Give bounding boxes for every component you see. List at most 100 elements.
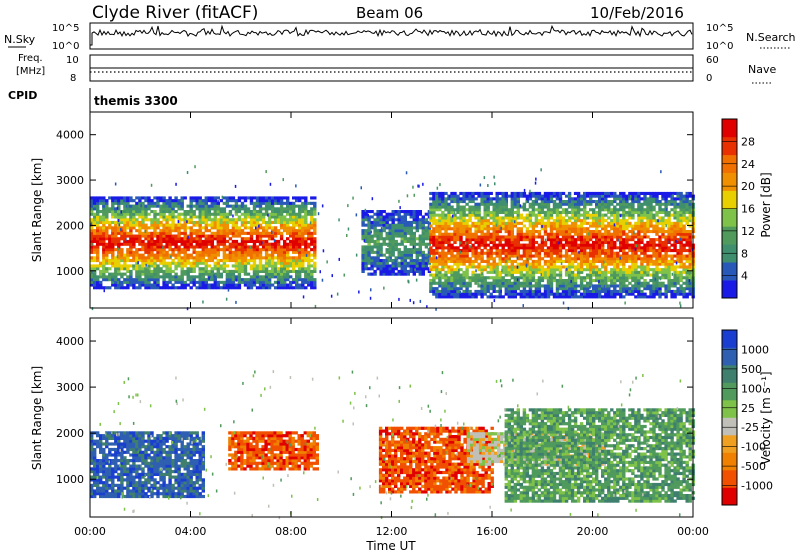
heatmap-cell (391, 229, 395, 233)
heatmap-cell (486, 270, 490, 274)
heatmap-cell (379, 231, 383, 235)
heatmap-cell (637, 289, 641, 293)
heatmap-cell (264, 261, 269, 265)
heatmap-cell (270, 204, 275, 208)
heatmap-cell (558, 281, 563, 285)
heatmap-cell (595, 268, 599, 272)
heatmap-cell (492, 230, 496, 234)
heatmap-cell (279, 220, 284, 224)
heatmap-cell (150, 256, 154, 260)
heatmap-cell (516, 194, 520, 198)
heatmap-cell (558, 257, 563, 261)
heatmap-cell (138, 242, 142, 246)
heatmap-cell (522, 219, 527, 223)
heatmap-cell (483, 246, 487, 250)
heatmap-cell (456, 265, 460, 269)
heatmap-cell (549, 287, 554, 291)
heatmap-cell (489, 202, 493, 206)
heatmap-cell (453, 281, 457, 285)
heatmap-cell (93, 239, 97, 243)
heatmap-cell (655, 281, 659, 285)
heatmap-cell (495, 230, 499, 234)
heatmap-cell (453, 292, 457, 296)
heatmap-cell (162, 201, 166, 205)
heatmap-cell (519, 194, 523, 198)
heatmap-cell (177, 212, 181, 216)
heatmap-cell (468, 238, 472, 242)
heatmap-cell (528, 270, 533, 274)
heatmap-cell (195, 242, 199, 246)
heatmap-cell (180, 204, 184, 208)
heatmap-cell (180, 226, 184, 230)
heatmap-cell (261, 218, 266, 222)
heatmap-cell (231, 272, 236, 276)
heatmap-cell (289, 234, 293, 238)
heatmap-cell (607, 251, 611, 255)
heatmap-cell (237, 234, 242, 238)
heatmap-cell (438, 292, 442, 296)
heatmap-cell (150, 231, 154, 235)
heatmap-cell (204, 212, 208, 216)
heatmap-cell (135, 267, 139, 271)
heatmap-cell (105, 231, 109, 235)
heatmap-cell (438, 257, 442, 261)
heatmap-cell (495, 295, 499, 299)
heatmap-cell (477, 202, 481, 206)
heatmap-cell (592, 251, 596, 255)
heatmap-cell (465, 213, 469, 217)
heatmap-cell (204, 204, 208, 208)
heatmap-cell (483, 194, 487, 198)
heatmap-cell (646, 273, 650, 277)
heatmap-cell (652, 284, 656, 288)
heatmap-cell (258, 259, 263, 263)
heatmap-cell (558, 259, 563, 263)
heatmap-cell (304, 248, 308, 252)
heatmap-cell (438, 224, 442, 228)
heatmap-cell (117, 283, 121, 287)
heatmap-cell (304, 267, 308, 271)
heatmap-cell (489, 240, 493, 244)
heatmap-cell (625, 276, 629, 280)
heatmap-cell (456, 287, 460, 291)
heatmap-cell (456, 227, 460, 231)
heatmap-cell (540, 270, 545, 274)
heatmap-cell (438, 246, 442, 250)
heatmap-cell (313, 212, 317, 216)
heatmap-cell (195, 223, 199, 227)
heatmap-cell (243, 204, 248, 208)
heatmap-cell (495, 227, 499, 231)
heatmap-cell (177, 261, 181, 265)
heatmap-cell (370, 220, 374, 224)
heatmap-cell (610, 213, 614, 217)
heatmap-cell (586, 227, 590, 231)
heatmap-cell (640, 219, 644, 223)
heatmap-cell (204, 259, 208, 263)
heatmap-cell (447, 279, 451, 283)
heatmap-cell (483, 276, 487, 280)
heatmap-cell (525, 262, 530, 266)
heatmap-cell (126, 239, 130, 243)
heatmap-cell (147, 245, 151, 249)
heatmap-cell (198, 207, 202, 211)
heatmap-cell (498, 295, 502, 299)
heatmap-cell (619, 224, 623, 228)
heatmap-cell (276, 201, 281, 205)
heatmap-cell (361, 267, 365, 271)
heatmap-cell (264, 272, 269, 276)
heatmap-cell (589, 254, 593, 258)
heatmap-cell (558, 205, 563, 209)
heatmap-cell (174, 253, 178, 257)
heatmap-cell (622, 219, 626, 223)
heatmap-cell (292, 278, 296, 282)
heatmap-cell (289, 259, 293, 263)
heatmap-cell (453, 213, 457, 217)
heatmap-cell (213, 196, 217, 200)
heatmap-cell (480, 194, 484, 198)
heatmap-cell (622, 232, 626, 236)
heatmap-cell (114, 264, 118, 268)
heatmap-cell (382, 223, 386, 227)
heatmap-cell (601, 197, 605, 201)
heatmap-cell (90, 245, 94, 249)
heatmap-cell (634, 268, 638, 272)
heatmap-cell (222, 212, 227, 216)
